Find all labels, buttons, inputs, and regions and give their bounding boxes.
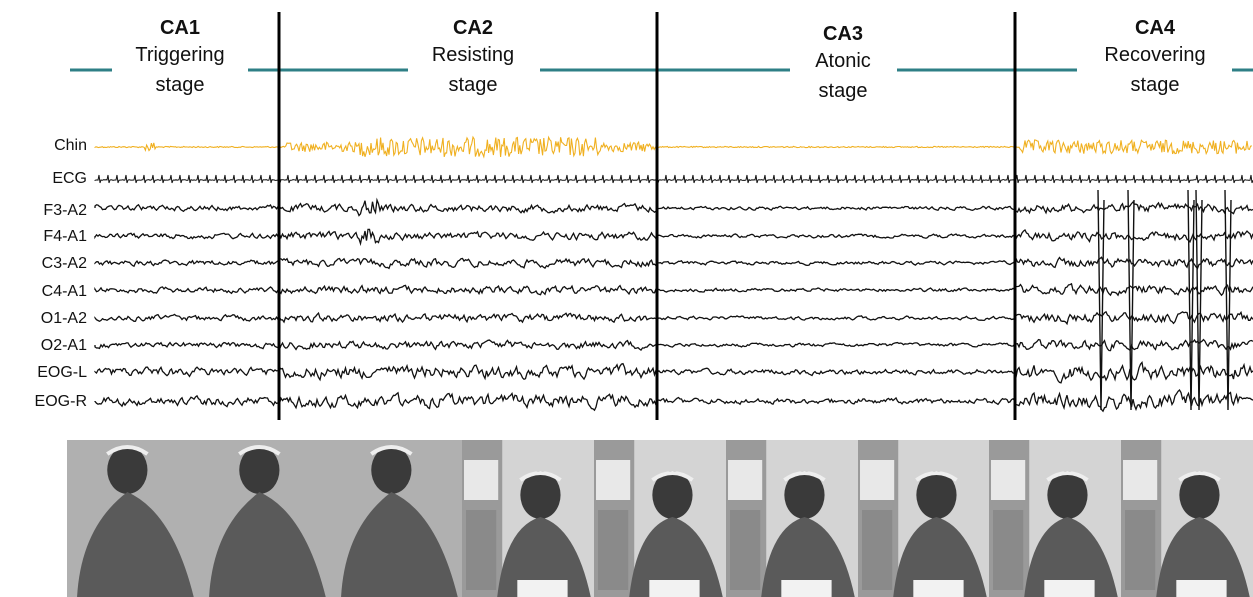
person-photo [1121,440,1253,597]
f4-a1-trace [94,228,1253,247]
stage-header-ca2: CA2 Resisting stage [373,16,573,100]
person-photo [67,440,200,597]
person-photo [989,440,1123,597]
recovery-spike [1127,189,1135,411]
channel-label-o2-a1: O2-A1 [40,337,87,354]
channel-label-c4-a1: C4-A1 [41,283,87,300]
stage-name: Resisting [431,44,515,66]
stage-name-suffix: stage [155,74,205,96]
video-still [198,440,332,597]
video-still [594,440,727,597]
recovery-spike [1187,189,1195,411]
f3-a2-trace [94,197,1253,217]
person-photo [857,440,991,597]
c3-a2-trace [94,256,1253,270]
video-still [1121,440,1253,597]
stage-header-ca1: CA1 Triggering stage [80,16,280,100]
chin-emg-trace [94,135,1253,159]
ecg-trace [94,174,1253,184]
psg-traces [70,12,1253,420]
recovery-spike [1224,189,1232,411]
video-still [462,440,596,597]
stage-header-ca4: CA4 Recovering stage [1055,16,1253,100]
recovery-spike [1097,189,1105,411]
stage-name: Recovering [1104,44,1206,66]
channel-label-o1-a2: O1-A2 [40,310,87,327]
person-photo [462,440,596,597]
stage-code: CA3 [822,23,863,45]
channel-label-eog-l: EOG-L [37,364,87,381]
person-photo [198,440,332,597]
video-still [725,440,859,597]
channel-label-eog-r: EOG-R [34,393,87,410]
stage-header-ca3: CA3 Atonic stage [743,22,943,106]
recovery-spike [1195,189,1203,411]
channel-label-c3-a2: C3-A2 [41,255,87,272]
person-photo [594,440,727,597]
person-photo [725,440,859,597]
stage-code: CA4 [1134,17,1175,39]
person-photo [330,440,464,597]
stage-code: CA2 [452,17,493,39]
channel-label-chin: Chin [54,137,87,154]
eog-l-trace [94,361,1253,384]
channel-label-ecg: ECG [52,170,87,187]
stage-name: Atonic [815,50,871,72]
stage-name-suffix: stage [818,80,868,102]
stage-code: CA1 [159,17,200,39]
video-still [989,440,1123,597]
o1-a2-trace [94,310,1253,326]
video-still [67,440,200,597]
video-still [857,440,991,597]
video-still [330,440,464,597]
video-stills [67,440,1253,597]
channel-label-f3-a2: F3-A2 [43,202,87,219]
stage-name-suffix: stage [1130,74,1180,96]
c4-a1-trace [94,282,1253,297]
stage-name: Triggering [135,44,225,66]
stage-name-suffix: stage [448,74,498,96]
o2-a1-trace [94,338,1253,352]
channel-label-f4-a1: F4-A1 [43,228,87,245]
eog-r-trace [94,388,1253,413]
